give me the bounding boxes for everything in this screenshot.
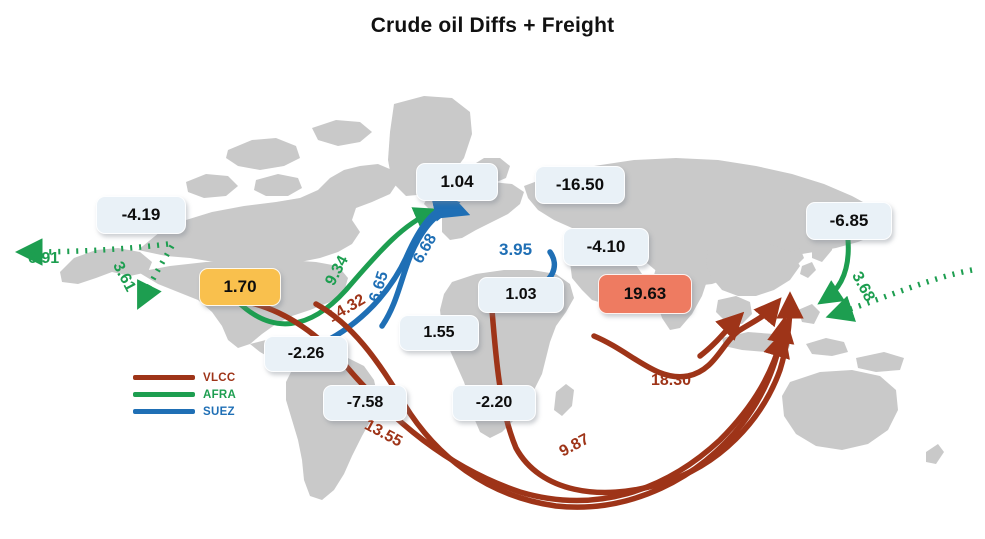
- flow-label-18-30: 18.30: [651, 372, 692, 389]
- box-baltic: -16.50: [535, 166, 625, 204]
- box-middle-east: 19.63: [598, 274, 692, 314]
- legend-item-vlcc: VLCC: [133, 369, 236, 386]
- vlcc-route-india-to-china: [697, 311, 745, 359]
- afra-dotted-west-pacific: [15, 238, 169, 266]
- legend-label-vlcc: VLCC: [203, 371, 236, 384]
- box-south-america: -7.58: [323, 385, 407, 421]
- vlcc-route-samerica-to-far-east: [313, 301, 795, 510]
- flow-label-6-91: 6.91: [28, 250, 60, 267]
- box-black-sea: -4.10: [563, 228, 649, 266]
- box-caribbean: -2.26: [264, 336, 348, 372]
- box-us-gulf: 1.70: [199, 268, 281, 306]
- legend-swatch-afra: [133, 392, 195, 397]
- suez-route-caribbean-to-nwe: [379, 192, 471, 329]
- afra-dotted-routes: [15, 238, 973, 322]
- vlcc-route-gulf-to-far-east-south: [203, 295, 790, 504]
- legend-item-suez: SUEZ: [133, 403, 236, 420]
- legend-label-suez: SUEZ: [203, 405, 235, 418]
- legend: VLCC AFRA SUEZ: [133, 369, 236, 420]
- vlcc-route-mideast-to-far-east: [591, 297, 782, 380]
- legend-label-afra: AFRA: [203, 388, 237, 401]
- box-west-africa: 1.55: [399, 315, 479, 351]
- suez-route-wafrica-to-north-sea: [313, 194, 461, 349]
- box-south-africa: -2.20: [452, 385, 536, 421]
- legend-swatch-suez: [133, 409, 195, 414]
- page-title: Crude oil Diffs + Freight: [370, 14, 615, 37]
- flow-label-3-95: 3.95: [499, 240, 533, 259]
- box-far-east: -6.85: [806, 202, 892, 240]
- box-us-west-coast: -4.19: [96, 196, 186, 234]
- legend-swatch-vlcc: [133, 375, 195, 380]
- legend-item-afra: AFRA: [133, 386, 236, 403]
- afra-route-gulf-to-north-sea: [233, 207, 440, 327]
- box-mediterranean: 1.03: [478, 277, 564, 313]
- box-north-sea: 1.04: [416, 163, 498, 201]
